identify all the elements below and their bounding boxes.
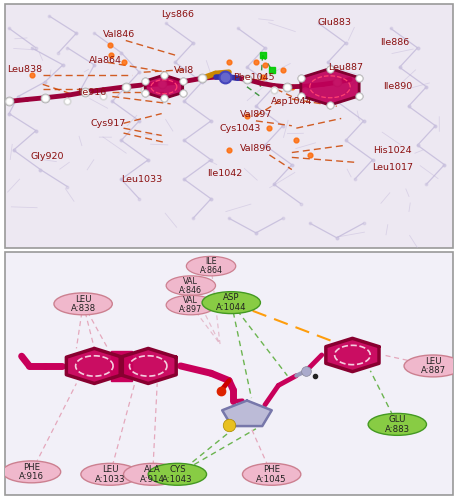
- Polygon shape: [301, 68, 359, 105]
- Text: Ile916: Ile916: [77, 88, 107, 98]
- FancyBboxPatch shape: [5, 252, 453, 495]
- Text: Cys917: Cys917: [90, 119, 125, 128]
- Ellipse shape: [2, 461, 60, 483]
- Ellipse shape: [124, 464, 182, 485]
- Ellipse shape: [54, 293, 112, 315]
- Ellipse shape: [202, 292, 261, 314]
- Text: VAL
A:897: VAL A:897: [179, 296, 202, 314]
- Text: LEU
A:838: LEU A:838: [71, 294, 96, 313]
- Text: Ile886: Ile886: [381, 38, 410, 48]
- Text: Leu1017: Leu1017: [372, 162, 413, 172]
- Text: Gly920: Gly920: [31, 152, 64, 160]
- Ellipse shape: [404, 355, 458, 377]
- Polygon shape: [120, 348, 176, 384]
- Text: ALA
A:914: ALA A:914: [140, 465, 165, 483]
- Text: Ala864: Ala864: [89, 56, 122, 64]
- Text: ASP
A:1044: ASP A:1044: [216, 294, 246, 312]
- Text: Val897: Val897: [240, 110, 272, 120]
- Polygon shape: [110, 350, 132, 381]
- Text: Ile890: Ile890: [383, 82, 412, 92]
- Ellipse shape: [81, 464, 139, 485]
- FancyBboxPatch shape: [5, 4, 453, 248]
- Text: ILE
A:864: ILE A:864: [200, 257, 223, 275]
- Text: VAL
A:846: VAL A:846: [180, 276, 202, 294]
- Text: PHE
A:916: PHE A:916: [19, 462, 44, 481]
- Text: Lys866: Lys866: [161, 10, 194, 20]
- Text: Ile1042: Ile1042: [207, 168, 242, 177]
- Ellipse shape: [148, 464, 207, 485]
- Text: LEU
A:1033: LEU A:1033: [95, 465, 125, 483]
- Text: Glu883: Glu883: [317, 18, 351, 27]
- Text: Leu887: Leu887: [328, 63, 363, 72]
- Ellipse shape: [166, 296, 216, 315]
- Polygon shape: [222, 400, 272, 426]
- Text: Leu838: Leu838: [7, 65, 42, 74]
- Text: PHE
A:1045: PHE A:1045: [256, 465, 287, 483]
- Text: CYS
A:1043: CYS A:1043: [162, 465, 193, 483]
- Text: Val896: Val896: [240, 144, 272, 154]
- Text: Leu1033: Leu1033: [121, 175, 162, 184]
- Text: His1024: His1024: [374, 146, 412, 154]
- Text: GLU
A:883: GLU A:883: [385, 415, 410, 434]
- Text: Cys1043: Cys1043: [219, 124, 261, 132]
- Text: LEU
A:887: LEU A:887: [420, 356, 446, 376]
- Text: Val8: Val8: [174, 66, 194, 76]
- Polygon shape: [145, 75, 183, 98]
- Ellipse shape: [186, 256, 236, 276]
- Ellipse shape: [368, 414, 426, 436]
- Polygon shape: [66, 348, 122, 384]
- Text: Asp1044: Asp1044: [271, 97, 313, 106]
- Polygon shape: [326, 338, 379, 372]
- Text: Val846: Val846: [103, 30, 135, 39]
- Ellipse shape: [242, 464, 301, 485]
- Text: Phe1045: Phe1045: [233, 72, 274, 82]
- Ellipse shape: [166, 276, 216, 295]
